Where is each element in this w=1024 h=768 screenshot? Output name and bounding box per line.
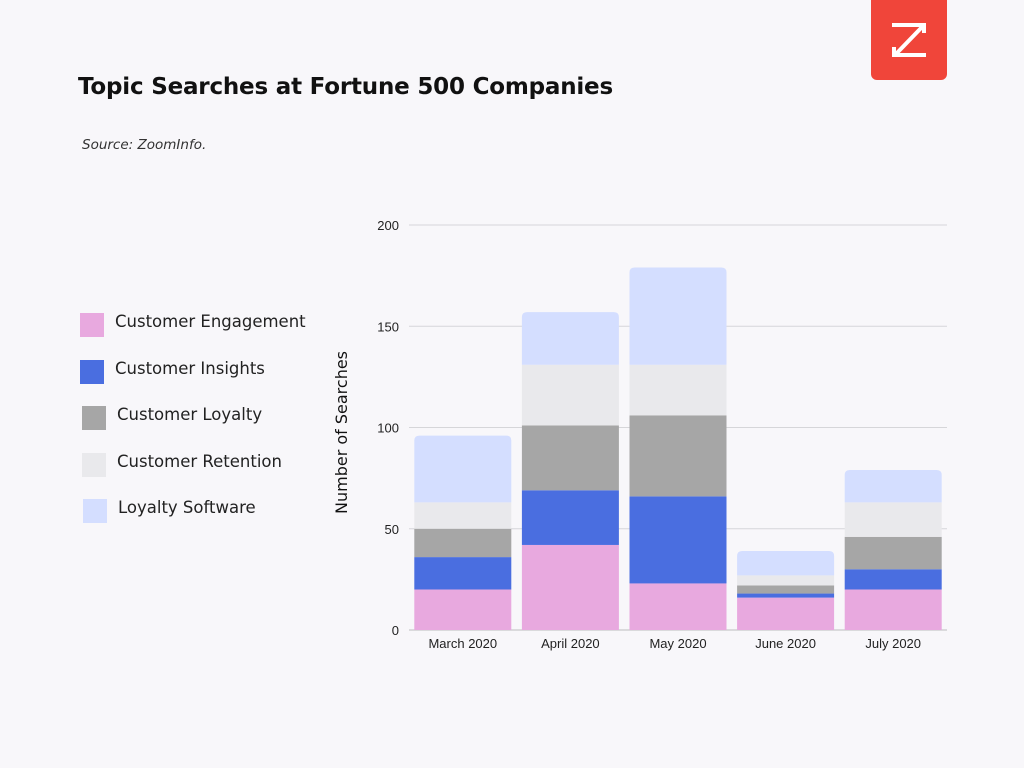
legend-item: Customer Insights (80, 358, 340, 384)
bar-stack (844, 470, 942, 630)
bar-segment (737, 593, 835, 598)
legend-label: Customer Retention (117, 452, 282, 471)
legend-label: Loyalty Software (118, 498, 256, 517)
bar-segment (629, 364, 727, 416)
bar-segment (629, 583, 727, 630)
bar-segment (737, 597, 835, 630)
legend-label: Customer Engagement (115, 312, 306, 331)
bar-segment (414, 435, 512, 503)
bar-segment (521, 312, 619, 365)
bar-segment (629, 496, 727, 584)
x-tick-label: June 2020 (755, 636, 816, 651)
legend-swatch (82, 406, 106, 430)
y-tick-label: 0 (392, 623, 399, 638)
y-tick-label: 150 (377, 319, 399, 334)
bar-segment (629, 415, 727, 497)
zoominfo-z-logo-icon (892, 23, 926, 57)
bar-stack (629, 267, 727, 630)
x-tick-label: April 2020 (541, 636, 600, 651)
x-tick-label: May 2020 (649, 636, 706, 651)
y-tick-label: 100 (377, 421, 399, 436)
bar-segment (844, 470, 942, 503)
legend-item: Loyalty Software (83, 497, 343, 523)
legend-item: Customer Engagement (80, 311, 340, 337)
legend-swatch (82, 453, 106, 477)
x-tick-label: July 2020 (865, 636, 921, 651)
legend-label: Customer Insights (115, 359, 265, 378)
bar-segment (844, 569, 942, 590)
zoominfo-logo (871, 0, 947, 80)
y-tick-label: 200 (377, 218, 399, 233)
bar-segment (521, 364, 619, 426)
legend-swatch (80, 360, 104, 384)
bar-segment (414, 557, 512, 590)
y-tick-label: 50 (385, 522, 399, 537)
bar-segment (844, 502, 942, 537)
bar-segment (737, 585, 835, 594)
y-axis-label: Number of Searches (332, 351, 351, 514)
bar-segment (737, 575, 835, 586)
bar-stack (737, 551, 835, 630)
legend-item: Customer Loyalty (82, 404, 342, 430)
bar-segment (844, 589, 942, 630)
bar-stack (521, 312, 619, 630)
legend-label: Customer Loyalty (117, 405, 263, 424)
legend-swatch (83, 499, 107, 523)
bar-segment (521, 544, 619, 630)
chart-source: Source: ZoomInfo. (82, 137, 207, 153)
legend-swatch (80, 313, 104, 337)
legend-item: Customer Retention (82, 451, 342, 477)
bar-segment (414, 502, 512, 529)
bar-segment (844, 536, 942, 570)
bar-segment (521, 425, 619, 491)
bar-segment (521, 490, 619, 545)
x-tick-label: March 2020 (428, 636, 497, 651)
bar-segment (414, 589, 512, 630)
bar-segment (629, 267, 727, 365)
bar-segment (414, 528, 512, 558)
bar-segment (737, 551, 835, 576)
chart-title: Topic Searches at Fortune 500 Companies (78, 74, 613, 100)
bar-stack (414, 435, 512, 630)
